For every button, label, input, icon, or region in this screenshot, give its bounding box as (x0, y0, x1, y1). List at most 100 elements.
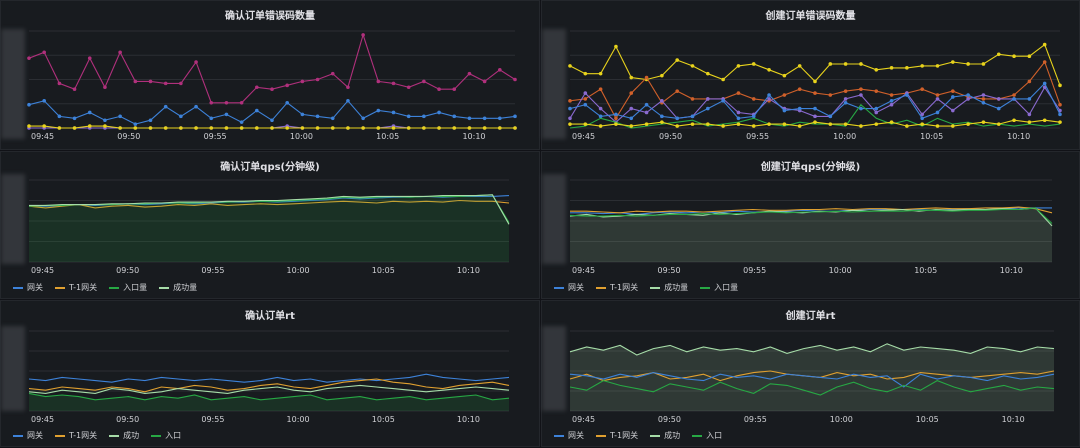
data-point (813, 120, 817, 124)
panel-confirm-order-qps[interactable]: 确认订单qps(分钟级) 09:45 09:50 09:55 10:00 10:05 10… (0, 151, 540, 299)
x-tick-label: 10:05 (372, 415, 395, 424)
data-point (194, 126, 198, 130)
chart: 09:45 09:50 09:55 10:00 10:05 10:10 (28, 179, 510, 275)
x-tick-label: 10:10 (1007, 132, 1030, 141)
data-point (813, 106, 817, 111)
panel-confirm-order-rt[interactable]: 确认订单rt 09:45 09:50 09:55 10:00 10:05 10:10 网关… (0, 300, 540, 447)
data-point (1027, 54, 1032, 59)
data-point (996, 106, 1001, 111)
data-point (767, 97, 771, 101)
legend-item-entry[interactable]: 入口量 (109, 282, 147, 293)
legend-item-entry[interactable]: 入口 (692, 430, 722, 441)
data-point (782, 122, 787, 126)
data-point (568, 64, 572, 68)
data-point (828, 93, 833, 97)
data-point (889, 99, 894, 103)
data-point (422, 79, 426, 84)
data-point (27, 102, 31, 107)
data-point (598, 71, 603, 76)
legend-item-success[interactable]: 成功量 (159, 282, 197, 293)
data-point (498, 126, 502, 130)
data-point (966, 97, 970, 101)
data-point (103, 118, 107, 123)
data-point (482, 126, 487, 130)
legend-item-gateway[interactable]: 网关 (554, 282, 584, 293)
legend-item-success[interactable]: 成功量 (650, 282, 688, 293)
data-point (966, 93, 970, 97)
panel-create-order-rt[interactable]: 创建订单rt 09:45 09:50 09:55 10:00 10:05 10:10 网关… (541, 300, 1080, 447)
data-point (224, 100, 229, 105)
y-axis-labels-blurred (542, 29, 566, 139)
legend-item-t1-gateway[interactable]: T-1网关 (596, 430, 638, 441)
data-point (843, 100, 848, 105)
data-point (889, 102, 894, 107)
data-point (255, 85, 259, 90)
legend-item-gateway[interactable]: 网关 (13, 282, 43, 293)
panel-confirm-order-error-codes[interactable]: 确认订单错误码数量 09:45 09:50 09:55 10:00 10:05 10:10 (0, 0, 540, 150)
data-point (721, 99, 725, 103)
x-tick-label: 09:50 (659, 132, 682, 141)
data-point (706, 97, 710, 101)
data-point (568, 99, 572, 103)
data-point (1012, 97, 1016, 101)
chart: 09:45 09:50 09:55 10:00 10:05 10:10 (27, 30, 517, 141)
data-point (736, 116, 741, 121)
data-point (996, 122, 1001, 126)
data-point (951, 60, 955, 64)
x-tick-label: 10:05 (376, 132, 399, 141)
chart: 09:45 09:50 09:55 10:00 10:05 10:10 (568, 30, 1062, 141)
legend-item-t1-gateway[interactable]: T-1网关 (55, 430, 97, 441)
data-point (163, 81, 168, 86)
y-axis-labels-blurred (1, 29, 25, 139)
data-point (629, 124, 634, 128)
data-point (782, 73, 787, 78)
data-point (629, 116, 634, 121)
data-point (721, 124, 725, 128)
data-point (690, 97, 695, 101)
data-point (843, 97, 848, 101)
data-point (706, 106, 710, 111)
data-point (300, 112, 305, 117)
data-point (614, 112, 618, 117)
x-tick-label: 09:55 (201, 415, 224, 424)
panel-create-order-error-codes[interactable]: 创建订单错误码数量 09:45 09:50 09:55 10:00 10:05 10:10 (541, 0, 1080, 150)
data-point (57, 126, 62, 130)
legend-item-gateway[interactable]: 网关 (13, 430, 43, 441)
panel-create-order-qps[interactable]: 创建订单qps(分钟级) 09:45 09:50 09:55 10:00 10:05 10… (541, 151, 1080, 299)
data-point (828, 114, 833, 119)
data-point (482, 116, 487, 121)
data-point (270, 118, 274, 123)
x-tick-label: 09:45 (31, 132, 54, 141)
legend: 网关 T-1网关 成功 入口 (13, 430, 181, 441)
legend-item-success[interactable]: 成功 (109, 430, 139, 441)
data-point (828, 62, 833, 66)
data-point (583, 91, 588, 95)
legend-item-entry[interactable]: 入口 (151, 430, 181, 441)
data-point (644, 102, 649, 107)
x-tick-label: 09:50 (658, 415, 681, 424)
data-point (598, 87, 603, 91)
data-point (1027, 97, 1032, 101)
data-point (859, 62, 863, 66)
data-point (391, 126, 396, 130)
data-point (644, 75, 649, 80)
data-point (209, 126, 214, 130)
data-point (1042, 42, 1047, 47)
data-point (736, 64, 741, 68)
data-point (179, 126, 183, 130)
x-tick-label: 10:05 (916, 415, 939, 424)
legend-item-t1-gateway[interactable]: T-1网关 (596, 282, 638, 293)
series-line-入口量 (569, 207, 1053, 224)
legend-item-success[interactable]: 成功 (650, 430, 680, 441)
legend-item-t1-gateway[interactable]: T-1网关 (55, 282, 97, 293)
data-point (598, 124, 603, 128)
data-point (103, 124, 107, 128)
data-point (42, 99, 46, 103)
x-tick-label: 09:55 (201, 266, 224, 275)
data-point (133, 79, 138, 84)
legend-item-gateway[interactable]: 网关 (554, 430, 584, 441)
data-point (981, 93, 986, 97)
data-point (996, 52, 1001, 57)
data-point (1042, 60, 1047, 64)
legend-item-entry[interactable]: 入口量 (700, 282, 738, 293)
